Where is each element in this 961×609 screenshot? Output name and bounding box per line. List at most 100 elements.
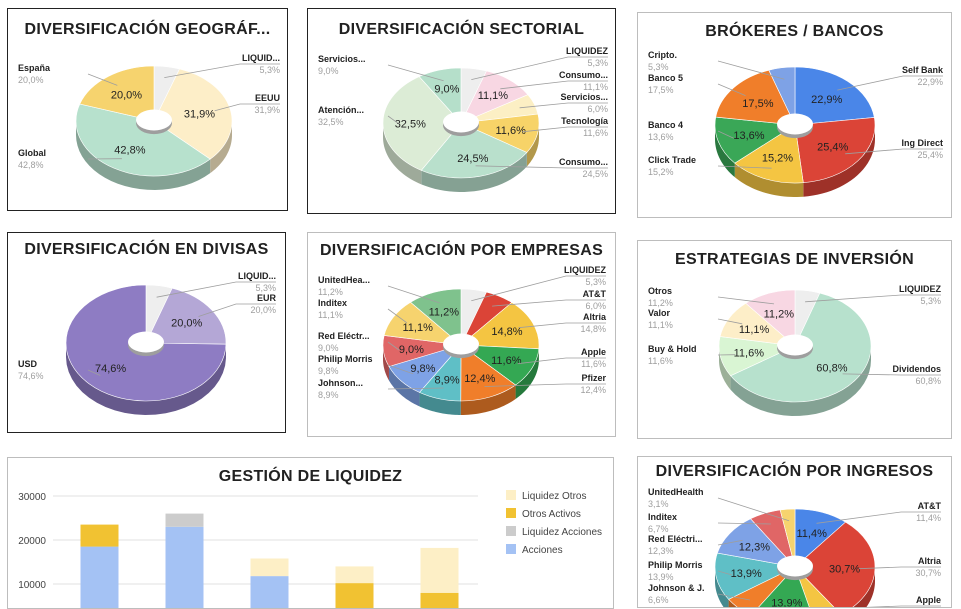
legend-pct-ing-direct-1: 25,4% [917,150,943,160]
slice-label-altria-1: 30,7% [829,563,860,575]
legend-pct-johnson-5: 8,9% [318,390,339,400]
slice-label-ing-direct-1: 25,4% [817,142,848,154]
legend-label-espana-3: España [18,63,51,73]
legend-pct-click-trade-2: 15,2% [648,167,674,177]
legend-label-liquid-0: LIQUID... [238,271,276,281]
legend-pct-altria-1: 30,7% [915,568,941,578]
legend-pct-usd-2: 74,6% [18,371,44,381]
legend-pct-liquidez-0: 5,3% [587,58,608,68]
pie-chart-sectorial: 11,1%11,6%24,5%32,5%9,0%LIQUIDEZ5,3%Cons… [308,9,615,213]
legend-label-liquid-0: LIQUID... [242,53,280,63]
panel-geografica: DIVERSIFICACIÓN GEOGRÁF... 31,9%42,8%20,… [7,8,288,211]
legend-pct-liquid-0: 5,3% [259,65,280,75]
legend-pct-red-electri-6: 12,3% [648,546,674,556]
legend-pct-pfizer-4: 12,4% [580,385,606,395]
slice-label-red-electri-6: 12,3% [739,541,770,553]
pie-chart-ingresos: 11,4%30,7%13,9%13,9%12,3%AT&T11,4%Altria… [638,457,951,607]
y-tick-label: 20000 [18,536,46,547]
legend-pct-valor-3: 11,1% [648,320,673,330]
legend-label-banco-5-4: Banco 5 [648,73,683,83]
legend-label-liquidez-0: LIQUIDEZ [899,284,942,294]
legend-label-cripto-5: Cripto. [648,50,677,60]
legend-pct-consumo-1: 11,1% [583,82,608,92]
pie-hole [777,556,813,577]
bar-acciones-1[interactable] [166,527,204,608]
panel-brokers: BRÓKERES / BANCOS 22,9%25,4%15,2%13,6%17… [637,12,952,218]
legend-label-ing-direct-1: Ing Direct [901,138,943,148]
bar-otros-activos-0[interactable] [81,525,119,547]
bar-otros-activos-3[interactable] [336,583,374,608]
bars [81,514,459,608]
pie-chart-geografica: 31,9%42,8%20,0%LIQUID...5,3%EEUU31,9%Glo… [8,9,287,210]
slice-label-click-trade-2: 15,2% [762,152,793,164]
slice-label-at-t-0: 11,4% [797,528,828,540]
legend-pct-buy-hold-2: 11,6% [648,356,673,366]
legend-label-altria-2: Altria [583,312,607,322]
bar-liquidez-otros-4[interactable] [421,548,459,593]
legend-pct-apple-3: 11,6% [581,359,606,369]
legend-pct-red-electr-7: 9,0% [318,343,339,353]
legend-pct-eeuu-1: 31,9% [254,105,280,115]
slice-label-atencion-5: 32,5% [395,119,426,131]
bar-acciones-0[interactable] [81,547,119,608]
legend-label-at-t-1: AT&T [583,289,607,299]
bar-liquidez-otros-2[interactable] [251,559,289,577]
legend-pct-otros-4: 11,2% [648,298,673,308]
legend-pct-banco-5-4: 17,5% [648,85,674,95]
legend-swatch-acciones-3 [506,544,516,554]
panel-sectorial: DIVERSIFICACIÓN SECTORIAL 11,1%11,6%24,5… [307,8,616,214]
legend-label-buy-hold-2: Buy & Hold [648,344,697,354]
panel-divisas: DIVERSIFICACIÓN EN DIVISAS 20,0%74,6%LIQ… [7,232,286,433]
slice-label-banco-4-3: 13,6% [733,130,764,142]
pie-hole [128,332,164,353]
pie-hole [443,334,479,355]
slice-label-buy-hold-2: 11,6% [734,348,765,360]
legend-pct-at-t-0: 11,4% [916,513,941,523]
legend-pct-philip-morris-6: 9,8% [318,366,339,376]
legend-label-servicios-2: Servicios... [560,92,608,102]
legend-label-unitedhealth-8: UnitedHealth [648,487,704,497]
legend-pct-cripto-5: 5,3% [648,62,669,72]
legend-pct-johnson-j-4: 6,6% [648,595,669,605]
slice-label-eeuu-1: 31,9% [184,108,215,120]
legend-label-consumo-4: Consumo... [559,157,608,167]
legend-label-eur-1: EUR [257,293,277,303]
legend-pct-global-2: 42,8% [18,160,44,170]
slice-label-otros-4: 11,2% [764,308,795,320]
legend-pct-liquidez-0: 5,3% [585,277,606,287]
legend-label-tecnologia-3: Tecnología [561,116,609,126]
slice-label-apple-3: 11,6% [491,355,522,367]
legend-pct-espana-3: 20,0% [18,75,44,85]
pie-chart-brokers: 22,9%25,4%15,2%13,6%17,5%Self Bank22,9%I… [638,13,951,217]
pie-chart-empresas: 14,8%11,6%12,4%8,9%9,8%9,0%11,1%11,2%LIQ… [308,233,615,436]
legend-label-global-2: Global [18,148,46,158]
slice-label-dividendos-1: 60,8% [816,363,847,375]
pie-hole [777,335,813,356]
slice-label-usd-2: 74,6% [95,363,126,375]
pie-hole [777,114,813,135]
slice-label-slice-3: 13,9% [771,598,802,608]
bar-liquidez-acciones-1[interactable] [166,514,204,527]
bar-liquidez-otros-3[interactable] [336,566,374,583]
legend-pct-liquidez-0: 5,3% [920,296,941,306]
legend-label-philip-morris-6: Philip Morris [318,354,373,364]
legend-pct-servicios-6: 9,0% [318,66,339,76]
slice-label-espana-3: 20,0% [111,89,142,101]
pie-hole [136,110,172,131]
y-tick-label: 10000 [18,580,46,591]
legend-label-otros-activos-1: Otros Activos [522,509,581,520]
legend-pct-eur-1: 20,0% [250,305,276,315]
legend-pct-at-t-1: 6,0% [585,301,606,311]
slice-label-valor-3: 11,1% [739,324,770,336]
legend-pct-unitedhealth-8: 3,1% [648,499,669,509]
slice-label-banco-5-4: 17,5% [742,98,773,110]
legend-label-liquidez-0: LIQUIDEZ [566,46,609,56]
bar-acciones-2[interactable] [251,576,289,608]
slice-label-johnson-5: 8,9% [435,374,460,386]
legend-label-johnson-j-4: Johnson & J. [648,583,705,593]
slice-label-pfizer-4: 12,4% [464,373,495,385]
legend-pct-altria-2: 14,8% [580,324,606,334]
legend-pct-servicios-2: 6,0% [587,104,608,114]
bar-otros-activos-4[interactable] [421,593,459,608]
pie-hole [443,112,479,133]
